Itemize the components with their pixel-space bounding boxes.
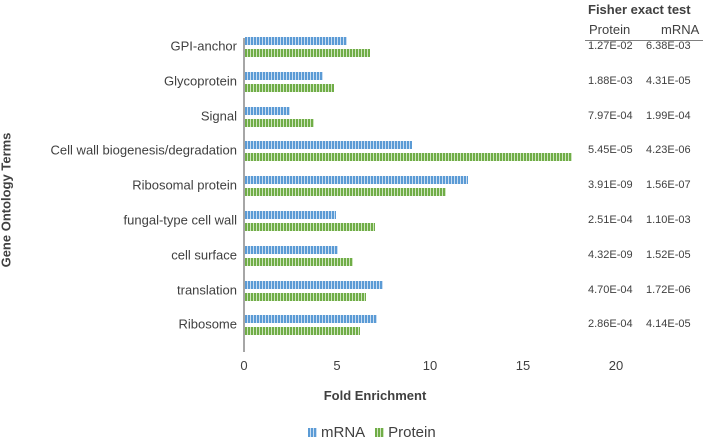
bar-mrna (245, 315, 378, 324)
y-axis-title: Gene Ontology Terms (0, 132, 14, 268)
x-tick-label: 20 (608, 358, 624, 373)
p-value-cell: 4.70E-04 (588, 283, 633, 296)
category-label: translation (177, 282, 237, 298)
bar-protein (245, 83, 335, 92)
p-value-cell: 7.97E-04 (588, 109, 633, 122)
category-label: Ribosome (178, 316, 237, 332)
legend-label-protein: Protein (388, 424, 436, 441)
bar-mrna (245, 71, 324, 80)
category-label: GPI-anchor (170, 38, 237, 54)
bar-protein (245, 223, 376, 231)
category-label: fungal-type cell wall (123, 212, 237, 228)
protein-swatch-icon (375, 428, 385, 437)
mrna-swatch-icon (308, 428, 317, 437)
legend-item-protein: Protein (375, 424, 436, 441)
bar-protein (245, 257, 353, 266)
bar-mrna (245, 141, 413, 150)
p-value-cell: 1.72E-06 (646, 283, 691, 296)
bar-mrna (245, 106, 290, 115)
fisher-table-title: Fisher exact test (588, 2, 691, 17)
p-value-cell: 4.23E-06 (646, 144, 691, 157)
bar-mrna (245, 280, 383, 289)
p-value-cell: 4.14E-05 (646, 318, 691, 331)
category-label: Glycoprotein (164, 73, 237, 89)
col-header-mrna: mRNA (661, 22, 700, 37)
p-value-cell: 2.86E-04 (588, 318, 633, 331)
x-tick-label: 10 (422, 358, 438, 373)
x-axis-title: Fold Enrichment (323, 388, 427, 403)
p-value-cell: 1.56E-07 (646, 179, 691, 192)
p-value-cell: 2.51E-04 (588, 214, 633, 226)
legend-label-mrna: mRNA (321, 424, 366, 441)
p-value-cell: 1.52E-05 (646, 248, 691, 261)
bar-mrna (245, 245, 338, 254)
category-label: Signal (200, 108, 237, 124)
p-value-cell: 6.38E-03 (646, 40, 691, 52)
bar-protein (245, 49, 370, 57)
bar-protein (245, 327, 361, 336)
category-label: Ribosomal protein (132, 177, 237, 193)
bar-mrna (245, 211, 337, 219)
p-value-cell: 3.91E-09 (588, 179, 633, 192)
bar-mrna (245, 176, 469, 185)
x-tick-label: 5 (333, 358, 341, 373)
p-value-cell: 4.31E-05 (646, 74, 691, 87)
x-tick-label: 15 (515, 358, 531, 373)
p-value-cell: 4.32E-09 (588, 248, 633, 261)
bar-protein (245, 292, 366, 301)
category-label: cell surface (171, 247, 237, 263)
legend-item-mrna: mRNA (308, 424, 365, 441)
bar-protein (245, 188, 446, 197)
x-tick-label: 0 (240, 358, 248, 373)
bar-protein (245, 153, 573, 162)
p-value-cell: 5.45E-05 (588, 144, 633, 157)
fisher-table-header: Protein mRNA (585, 22, 703, 41)
y-axis-line (243, 38, 245, 352)
category-label: Cell wall biogenesis/degradation (50, 142, 237, 158)
legend: mRNA Protein (308, 424, 436, 441)
p-value-cell: 1.99E-04 (646, 109, 691, 122)
bar-protein (245, 118, 314, 127)
bar-mrna (245, 37, 348, 45)
p-value-cell: 1.88E-03 (588, 74, 633, 87)
p-value-cell: 1.10E-03 (646, 214, 691, 226)
col-header-protein: Protein (589, 22, 631, 37)
p-value-cell: 1.27E-02 (588, 40, 633, 52)
